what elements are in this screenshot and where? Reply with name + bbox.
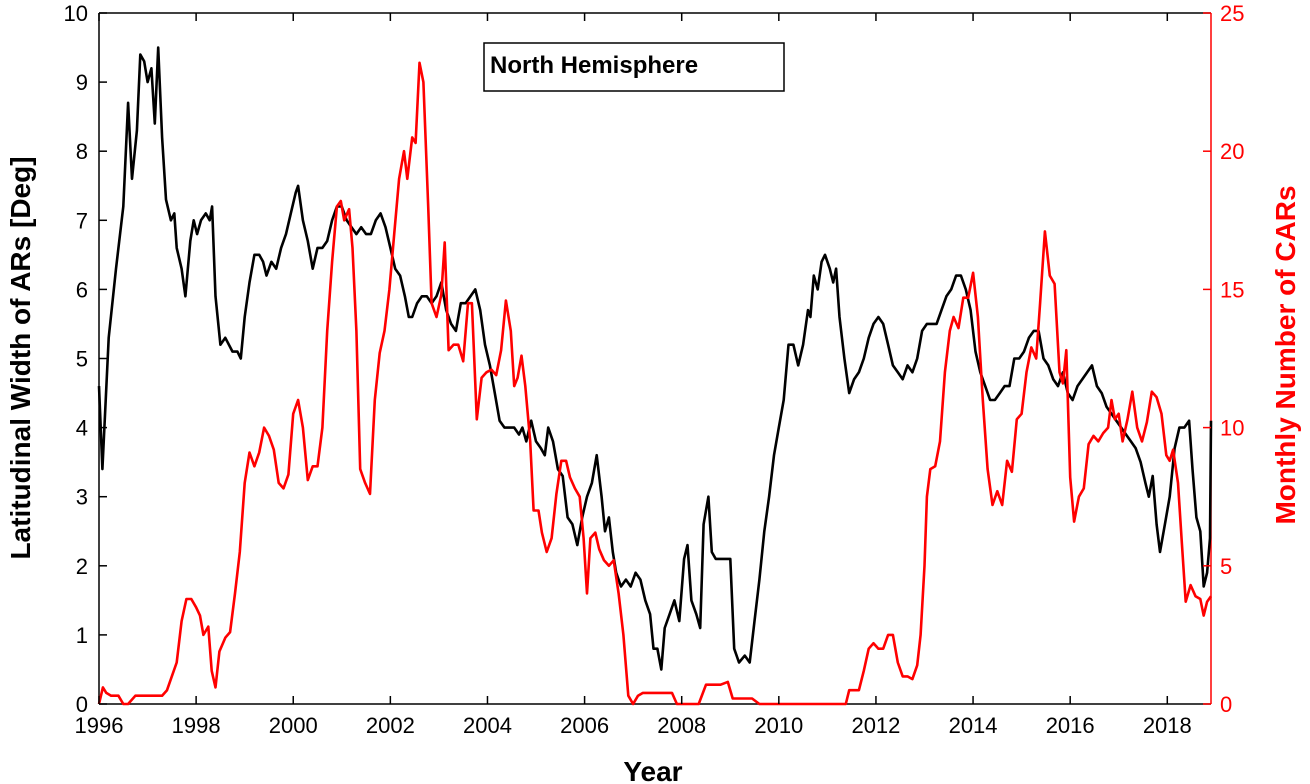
annotation-text: North Hemisphere [490, 52, 698, 79]
x-tick-label: 2008 [657, 713, 706, 738]
ar-width-line [97, 46, 1213, 671]
x-tick-label: 2016 [1046, 713, 1095, 738]
annotation-box: North Hemisphere [483, 42, 785, 92]
left-y-tick-label: 10 [64, 1, 88, 26]
x-tick-label: 2006 [560, 713, 609, 738]
ticks-layer: 1996 1998 2000 2002 2004 2006 2008 2010 2012 2014… [64, 1, 1245, 738]
left-y-tick-label: 0 [76, 692, 88, 717]
left-y-tick-label: 1 [76, 623, 88, 648]
left-y-tick-label: 8 [76, 139, 88, 164]
x-tick-label: 2010 [754, 713, 803, 738]
right-y-axis-label: Monthly Number of CARs [1270, 185, 1301, 524]
x-tick-label: 2002 [366, 713, 415, 738]
right-y-tick-label: 15 [1220, 277, 1244, 302]
series-layer [97, 46, 1213, 706]
left-y-tick-label: 4 [76, 416, 88, 441]
left-y-tick-label: 9 [76, 70, 88, 95]
right-y-tick-label: 10 [1220, 416, 1244, 441]
x-tick-label: 2012 [851, 713, 900, 738]
left-y-tick-label: 7 [76, 208, 88, 233]
left-y-tick-label: 5 [76, 347, 88, 372]
x-tick-label: 2014 [949, 713, 998, 738]
x-tick-label: 1998 [172, 713, 221, 738]
x-tick-label: 2000 [269, 713, 318, 738]
x-tick-label: 2004 [463, 713, 512, 738]
left-y-tick-label: 3 [76, 485, 88, 510]
left-y-axis-label: Latitudinal Width of ARs [Deg] [5, 156, 36, 559]
right-y-tick-label: 25 [1220, 1, 1244, 26]
left-y-tick-label: 2 [76, 554, 88, 579]
right-y-tick-label: 20 [1220, 139, 1244, 164]
right-y-tick-label: 5 [1220, 554, 1232, 579]
annotation-border [483, 42, 785, 92]
x-tick-label: 2018 [1143, 713, 1192, 738]
left-y-tick-label: 6 [76, 277, 88, 302]
x-axis-label: Year [623, 756, 682, 784]
car-count-line [97, 61, 1213, 706]
x-tick-label: 1996 [75, 713, 124, 738]
right-y-tick-label: 0 [1220, 692, 1232, 717]
